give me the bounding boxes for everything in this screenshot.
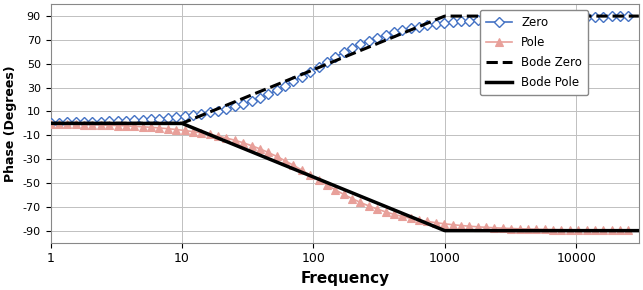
- Pole: [181, 129, 188, 132]
- Bode Pole: [394, 209, 401, 213]
- Pole: [541, 228, 548, 231]
- Line: Zero: Zero: [47, 13, 632, 126]
- Line: Pole: Pole: [47, 120, 632, 234]
- Bode Zero: [442, 14, 449, 18]
- Bode Zero: [394, 34, 401, 37]
- Line: Bode Zero: Bode Zero: [51, 16, 639, 123]
- Zero: [365, 39, 373, 43]
- Bode Zero: [198, 113, 206, 117]
- Zero: [181, 115, 188, 118]
- Pole: [197, 131, 205, 135]
- Zero: [197, 112, 205, 116]
- Pole: [532, 228, 540, 231]
- Bode Pole: [47, 122, 55, 125]
- Pole: [222, 136, 230, 140]
- Bode Zero: [313, 67, 321, 70]
- Legend: Zero, Pole, Bode Zero, Bode Pole: Zero, Pole, Bode Zero, Bode Pole: [480, 10, 588, 95]
- Bode Zero: [491, 14, 498, 18]
- Bode Pole: [440, 228, 448, 232]
- Zero: [624, 14, 632, 18]
- Zero: [532, 16, 540, 19]
- Pole: [47, 122, 55, 126]
- Bode Pole: [442, 229, 449, 232]
- Bode Pole: [635, 229, 643, 232]
- Zero: [541, 16, 548, 19]
- Zero: [222, 107, 230, 110]
- Bode Pole: [491, 229, 498, 232]
- Pole: [624, 229, 632, 232]
- Pole: [365, 204, 373, 208]
- Zero: [47, 121, 55, 124]
- Line: Bode Pole: Bode Pole: [51, 123, 639, 231]
- Bode Pole: [313, 177, 321, 180]
- Bode Pole: [151, 122, 159, 125]
- X-axis label: Frequency: Frequency: [300, 271, 389, 286]
- Bode Zero: [440, 15, 448, 18]
- Bode Zero: [151, 122, 159, 125]
- Bode Zero: [47, 122, 55, 125]
- Y-axis label: Phase (Degrees): Phase (Degrees): [4, 65, 17, 182]
- Bode Pole: [198, 130, 206, 133]
- Bode Zero: [635, 14, 643, 18]
